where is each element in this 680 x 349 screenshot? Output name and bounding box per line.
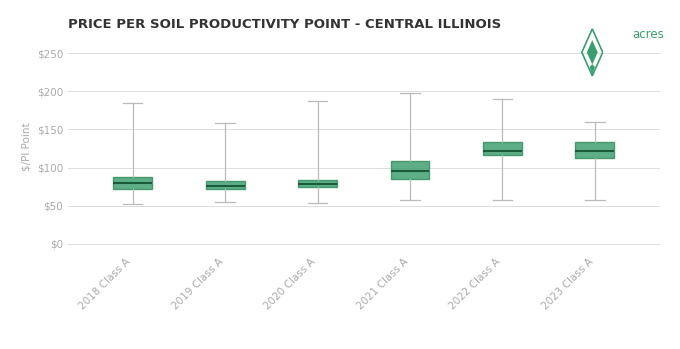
Text: PRICE PER SOIL PRODUCTIVITY POINT - CENTRAL ILLINOIS: PRICE PER SOIL PRODUCTIVITY POINT - CENT… (68, 18, 501, 31)
PathPatch shape (483, 142, 522, 155)
PathPatch shape (298, 180, 337, 187)
PathPatch shape (206, 181, 245, 189)
PathPatch shape (114, 177, 152, 189)
Y-axis label: $/PI Point: $/PI Point (21, 122, 31, 171)
Text: acres: acres (632, 28, 664, 41)
PathPatch shape (575, 142, 614, 158)
PathPatch shape (390, 162, 430, 179)
Polygon shape (590, 64, 595, 75)
Polygon shape (587, 40, 598, 65)
